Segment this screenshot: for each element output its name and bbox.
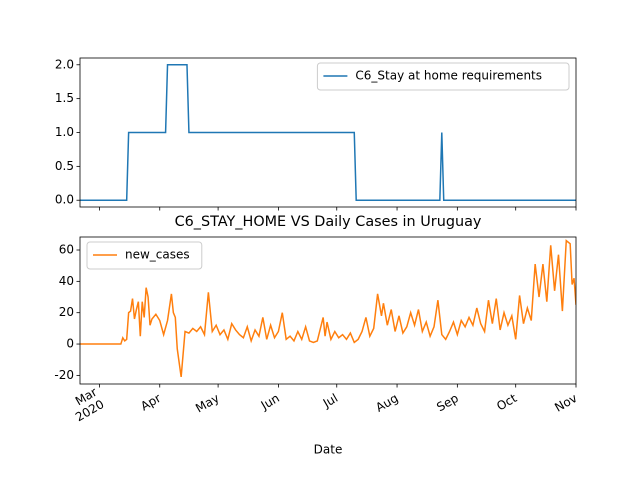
y-tick-label: 20 — [59, 305, 74, 319]
y-tick-label: 60 — [59, 243, 74, 257]
legend-box — [316, 62, 570, 91]
y-tick-label: 1.5 — [55, 91, 74, 105]
x-tick-label: Mar2020 — [66, 384, 107, 424]
x-axis-label: Date — [314, 443, 343, 457]
x-tick-label: Aug — [373, 391, 400, 415]
y-tick-label: 0.5 — [55, 159, 74, 173]
y-tick-label: 40 — [59, 274, 74, 288]
axes-frame — [79, 57, 577, 208]
x-tick-label: Nov — [552, 391, 579, 415]
x-tick-label: Jun — [258, 391, 282, 413]
data-line — [80, 239, 576, 378]
x-tick-label: Oct — [494, 390, 519, 413]
y-tick-label: 0.0 — [55, 193, 74, 207]
legend-label: C6_Stay at home requirements — [355, 69, 542, 83]
chart-title: C6_STAY_HOME VS Daily Cases in Uruguay — [175, 214, 482, 230]
x-tick-label: May — [193, 391, 221, 416]
y-tick-label: 1.0 — [55, 125, 74, 139]
y-tick-label: 0 — [66, 337, 74, 351]
data-line — [80, 64, 576, 201]
y-tick-label: 2.0 — [55, 57, 74, 71]
legend-label: new_cases — [125, 248, 190, 262]
legend-box — [86, 241, 203, 270]
y-tick-label: -20 — [54, 368, 74, 382]
x-tick-label: Sep — [434, 391, 461, 414]
axes-frame — [79, 236, 577, 385]
x-tick-label: Apr — [138, 390, 163, 413]
x-tick-label: Jul — [320, 391, 340, 411]
